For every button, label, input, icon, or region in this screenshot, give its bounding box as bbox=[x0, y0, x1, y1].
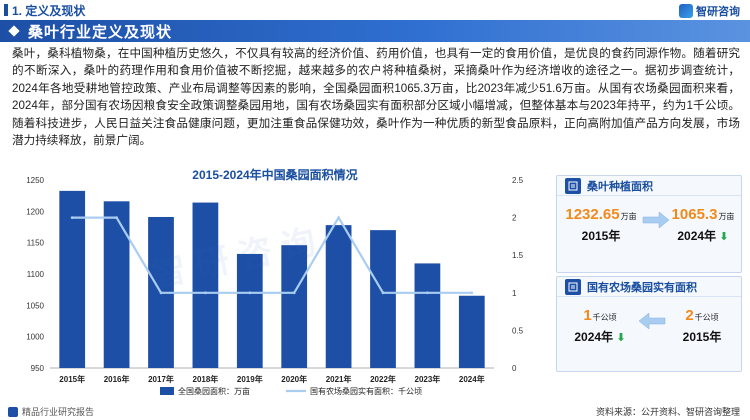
arrow-down-icon: ⬇ bbox=[616, 332, 626, 344]
document-icon bbox=[565, 278, 581, 295]
brand-icon bbox=[8, 406, 18, 417]
stat-year: 2015年 bbox=[581, 229, 621, 243]
bar bbox=[370, 230, 396, 368]
mulberry-area-card: 桑叶种植面积 1232.65万亩 2015年 1065.3万亩 2024年 ⬇ bbox=[556, 175, 742, 273]
stat-year: 2015年 bbox=[682, 330, 722, 344]
x-tick-label: 2022年 bbox=[370, 374, 396, 384]
legend-line-label: 国有农场桑园实有面积：千公顷 bbox=[310, 386, 422, 396]
section-marker bbox=[4, 4, 8, 16]
logo-text: 智研咨询 bbox=[696, 6, 740, 18]
stat-value: 2 bbox=[685, 307, 694, 324]
footer-brand-text: 精品行业研究报告 bbox=[22, 407, 95, 417]
diamond-icon bbox=[8, 25, 20, 37]
x-tick-label: 2017年 bbox=[148, 374, 174, 384]
stat-2024: 1065.3万亩 2024年 ⬇ bbox=[665, 206, 741, 244]
arrow-right-icon bbox=[642, 211, 670, 229]
logo-icon bbox=[679, 4, 693, 18]
y-left-tick-label: 1150 bbox=[27, 239, 45, 248]
stat-year: 2024年 bbox=[574, 330, 614, 344]
footer: 精品行业研究报告 资料来源：公开资料、智研咨询整理 bbox=[0, 404, 750, 420]
chart-title: 2015-2024年中国桑园面积情况 bbox=[192, 168, 358, 182]
y-left-tick-label: 950 bbox=[31, 364, 45, 373]
bar bbox=[236, 253, 263, 368]
section-title: 1. 定义及现状 bbox=[12, 3, 86, 18]
stat-2024: 1千公顷 2024年 ⬇ bbox=[563, 307, 637, 345]
bar bbox=[281, 245, 308, 368]
x-tick-label: 2023年 bbox=[415, 374, 441, 384]
x-tick-label: 2016年 bbox=[104, 374, 130, 384]
line-series bbox=[72, 215, 472, 294]
x-tick-label: 2015年 bbox=[59, 374, 85, 384]
stat-unit: 万亩 bbox=[718, 212, 735, 221]
line-point bbox=[204, 291, 207, 295]
state-farm-area-card: 国有农场桑园实有面积 1千公顷 2024年 ⬇ 2千公顷 2015年 bbox=[556, 276, 742, 372]
y-right-tick-label: 2 bbox=[512, 214, 517, 223]
top-bar: 1. 定义及现状 智研咨询 bbox=[0, 0, 750, 20]
source-note: 资料来源：公开资料、智研咨询整理 bbox=[595, 407, 740, 417]
footer-brand: 精品行业研究报告 bbox=[8, 405, 94, 418]
stat-year: 2024年 bbox=[677, 229, 717, 243]
y-right-tick-label: 1 bbox=[512, 289, 517, 298]
bar bbox=[59, 190, 86, 368]
card-header: 桑叶种植面积 bbox=[557, 176, 741, 196]
bar bbox=[325, 225, 352, 368]
y-left-tick-label: 1050 bbox=[26, 301, 44, 310]
line-point bbox=[426, 291, 429, 295]
line-point bbox=[381, 291, 385, 295]
x-tick-label: 2024年 bbox=[459, 374, 485, 384]
y-left-tick-label: 1100 bbox=[27, 270, 45, 279]
legend-bar-label: 全国桑园面积：万亩 bbox=[178, 386, 250, 396]
line-point bbox=[115, 216, 118, 219]
line-point bbox=[159, 291, 163, 295]
y-left-tick-label: 1000 bbox=[26, 333, 44, 342]
stat-2015: 2千公顷 2015年 bbox=[665, 307, 739, 345]
line-point bbox=[470, 291, 474, 295]
bar bbox=[103, 201, 130, 368]
bar bbox=[414, 263, 441, 368]
stat-value: 1 bbox=[583, 307, 592, 324]
body-paragraph: 桑叶，桑科植物桑，在中国种植历史悠久，不仅具有较高的经济价值、药用价值，也具有一… bbox=[12, 47, 740, 148]
document-icon bbox=[565, 177, 581, 194]
x-tick-label: 2018年 bbox=[193, 374, 219, 384]
line-point bbox=[292, 291, 296, 295]
y-right-tick-label: 2.5 bbox=[512, 176, 524, 185]
legend-bar-swatch bbox=[160, 387, 174, 395]
bar bbox=[458, 295, 485, 368]
line-point bbox=[337, 216, 340, 219]
stat-value: 1065.3 bbox=[671, 206, 718, 223]
y-left-tick-label: 1250 bbox=[26, 176, 44, 185]
card-title: 国有农场桑园实有面积 bbox=[587, 281, 697, 294]
line-point bbox=[248, 291, 252, 295]
stat-unit: 千公顷 bbox=[592, 313, 617, 322]
stat-value: 1232.65 bbox=[565, 206, 620, 223]
stat-unit: 千公顷 bbox=[694, 313, 719, 322]
bar-line-chart: 950 1000 1050 1100 1150 1200 1250 0 0.5 1 1.5 2 2.5 2… bbox=[26, 176, 524, 396]
y-left-tick-label: 1200 bbox=[26, 207, 44, 216]
stat-2015: 1232.65万亩 2015年 bbox=[561, 206, 641, 244]
card-title: 桑叶种植面积 bbox=[587, 180, 653, 193]
brand-logo: 智研咨询 bbox=[679, 3, 740, 19]
page-title: 桑叶行业定义及现状 bbox=[28, 23, 173, 41]
line-point bbox=[70, 216, 74, 219]
bar bbox=[192, 202, 219, 368]
y-right-tick-label: 1.5 bbox=[512, 251, 524, 260]
area-chart-panel: 2015-2024年中国桑园面积情况 950 1000 1050 1100 1150 12… bbox=[10, 162, 540, 402]
arrow-left-icon bbox=[638, 312, 666, 330]
x-tick-label: 2020年 bbox=[281, 374, 307, 384]
x-tick-label: 2019年 bbox=[237, 374, 263, 384]
y-right-tick-label: 0 bbox=[512, 364, 517, 373]
stat-unit: 万亩 bbox=[620, 212, 637, 221]
card-header: 国有农场桑园实有面积 bbox=[557, 277, 741, 297]
x-tick-label: 2021年 bbox=[326, 374, 352, 384]
y-right-tick-label: 0.5 bbox=[512, 326, 524, 335]
title-band: 桑叶行业定义及现状 bbox=[0, 20, 750, 42]
arrow-down-icon: ⬇ bbox=[719, 231, 729, 243]
